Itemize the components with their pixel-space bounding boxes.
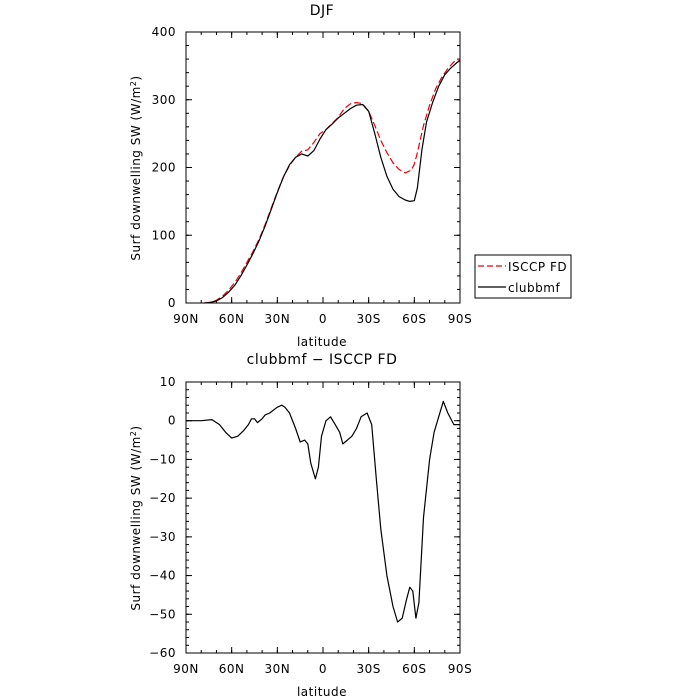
x-tick-label: 90N xyxy=(173,312,199,326)
y-tick-label: 0 xyxy=(168,414,176,428)
top-panel-title: DJF xyxy=(310,3,334,19)
y-tick-label: −30 xyxy=(149,530,176,544)
bottom-panel: clubbmf − ISCCP FD 90N 60N 30N 0 30S 60S 90S −… xyxy=(129,352,472,699)
legend-label-clubbmf: clubbmf xyxy=(508,281,560,295)
bottom-y-tick-labels: −60 −50 −40 −30 −20 −10 0 10 xyxy=(149,375,176,660)
y-tick-label: −40 xyxy=(149,569,176,583)
y-tick-label: −20 xyxy=(149,491,176,505)
legend: ISCCP FD clubbmf xyxy=(474,254,572,299)
x-tick-label: 60S xyxy=(402,312,426,326)
x-tick-label: 60N xyxy=(219,662,245,676)
y-tick-label: −50 xyxy=(149,607,176,621)
top-series-lines xyxy=(204,59,461,304)
series-line-panel1-0 xyxy=(186,400,460,623)
y-tick-label: −60 xyxy=(149,646,176,660)
x-tick-label: 30S xyxy=(356,662,380,676)
top-panel: DJF 90N 60N 30N 0 30S 60S 90S 0 100 200 300 400 la… xyxy=(129,3,472,349)
x-tick-label: 60N xyxy=(219,312,245,326)
y-tick-label: 10 xyxy=(160,375,176,389)
bottom-x-tick-labels: 90N 60N 30N 0 30S 60S 90S xyxy=(173,662,472,676)
y-tick-label: 200 xyxy=(152,161,176,175)
x-tick-label: 90S xyxy=(448,312,472,326)
bottom-plot-frame xyxy=(185,381,461,654)
x-tick-label: 0 xyxy=(319,662,327,676)
bottom-x-axis-title: latitude xyxy=(297,685,347,699)
top-axis-ticks xyxy=(185,31,461,304)
bottom-panel-title: clubbmf − ISCCP FD xyxy=(247,352,398,368)
x-tick-label: 30N xyxy=(264,312,290,326)
top-x-tick-labels: 90N 60N 30N 0 30S 60S 90S xyxy=(173,312,472,326)
legend-box xyxy=(474,254,572,299)
legend-label-isccp: ISCCP FD xyxy=(508,260,567,274)
top-plot-frame xyxy=(185,31,461,304)
x-tick-label: 90S xyxy=(448,662,472,676)
y-tick-label: 100 xyxy=(152,228,176,242)
y-tick-label: 0 xyxy=(168,296,176,310)
bottom-y-axis-title: Surf downwelling SW (W/m2) xyxy=(129,425,144,610)
x-tick-label: 60S xyxy=(402,662,426,676)
y-tick-label: −10 xyxy=(149,452,176,466)
series-line-clubbmf xyxy=(204,60,461,304)
bottom-series-lines xyxy=(186,400,460,623)
series-line-isccp-fd xyxy=(204,59,461,304)
x-tick-label: 30S xyxy=(356,312,380,326)
top-x-axis-title: latitude xyxy=(297,335,347,349)
top-y-axis-title: Surf downwelling SW (W/m2) xyxy=(129,75,144,260)
x-tick-label: 0 xyxy=(319,312,327,326)
top-y-tick-labels: 0 100 200 300 400 xyxy=(152,25,176,310)
y-tick-label: 300 xyxy=(152,93,176,107)
y-tick-label: 400 xyxy=(152,25,176,39)
x-tick-label: 30N xyxy=(264,662,290,676)
x-tick-label: 90N xyxy=(173,662,199,676)
bottom-axis-ticks xyxy=(185,381,461,654)
